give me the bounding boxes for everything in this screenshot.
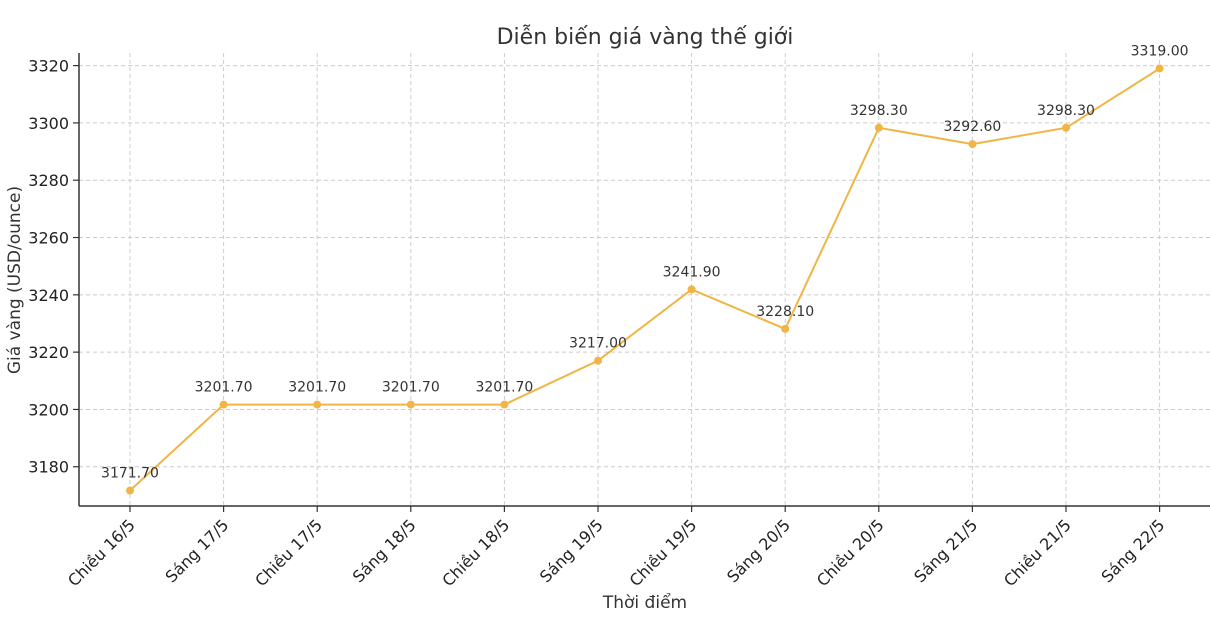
x-tick-label: Chiều 20/5 <box>813 515 888 590</box>
data-label: 3201.70 <box>288 380 346 396</box>
data-label: 3201.70 <box>195 380 253 396</box>
y-tick-label: 3280 <box>28 171 69 190</box>
x-tick-label: Chiều 21/5 <box>1000 515 1075 590</box>
data-label: 3319.00 <box>1131 43 1189 59</box>
y-tick-label: 3320 <box>28 57 69 76</box>
data-label: 3298.30 <box>1037 103 1095 119</box>
y-tick-label: 3200 <box>28 400 69 419</box>
x-tick-label: Sáng 21/5 <box>910 515 981 586</box>
y-tick-label: 3260 <box>28 229 69 248</box>
data-point <box>874 123 883 132</box>
data-label: 3228.10 <box>756 304 814 320</box>
data-point <box>687 285 696 294</box>
x-axis-label: Thời điểm <box>602 592 687 613</box>
x-tick-label: Sáng 20/5 <box>723 515 794 586</box>
data-label: 3298.30 <box>850 103 908 119</box>
data-point <box>594 356 602 365</box>
y-tick-label: 3300 <box>28 114 69 133</box>
axes <box>78 53 1210 507</box>
chart-title: Diễn biến giá vàng thế giới <box>497 24 794 50</box>
series-line <box>129 67 1161 492</box>
x-tick-label: Sáng 18/5 <box>349 515 420 586</box>
y-tick-label: 3180 <box>28 458 69 477</box>
grid <box>79 53 1210 506</box>
data-point <box>500 400 509 409</box>
x-tick-label: Sáng 22/5 <box>1098 515 1169 586</box>
series <box>126 64 1164 495</box>
y-axis-label: Giá vàng (USD/ounce) <box>5 186 25 374</box>
x-tick-label: Chiều 17/5 <box>251 515 326 590</box>
data-label: 3217.00 <box>569 336 627 352</box>
data-label: 3201.70 <box>475 380 533 396</box>
x-ticks: Chiều 16/5 Sáng 17/5 Chiều 17/5 Sáng 18/5 Ch… <box>64 506 1168 590</box>
data-point <box>219 400 228 409</box>
x-tick-label: Chiều 16/5 <box>64 515 139 590</box>
y-ticks: 3180 3200 3220 3240 3260 3280 3300 3320 <box>28 57 79 477</box>
data-label: 3171.70 <box>101 466 159 482</box>
y-tick-label: 3240 <box>28 286 69 305</box>
data-point <box>968 140 977 149</box>
x-tick-label: Chiều 19/5 <box>626 515 701 590</box>
data-point <box>406 400 415 409</box>
data-point <box>1062 123 1070 132</box>
data-label: 3292.60 <box>943 119 1001 135</box>
x-tick-label: Chiều 18/5 <box>438 515 513 590</box>
data-labels: 3171.70 3201.70 3201.70 3201.70 3201.70 3217.… <box>101 43 1189 481</box>
data-point <box>1155 64 1164 73</box>
data-point <box>313 400 322 409</box>
data-label: 3241.90 <box>663 264 721 280</box>
x-tick-label: Sáng 17/5 <box>162 515 233 586</box>
data-point <box>781 324 790 333</box>
data-point <box>126 486 134 495</box>
y-tick-label: 3220 <box>28 343 69 362</box>
data-label: 3201.70 <box>382 380 440 396</box>
x-tick-label: Sáng 19/5 <box>536 515 607 586</box>
